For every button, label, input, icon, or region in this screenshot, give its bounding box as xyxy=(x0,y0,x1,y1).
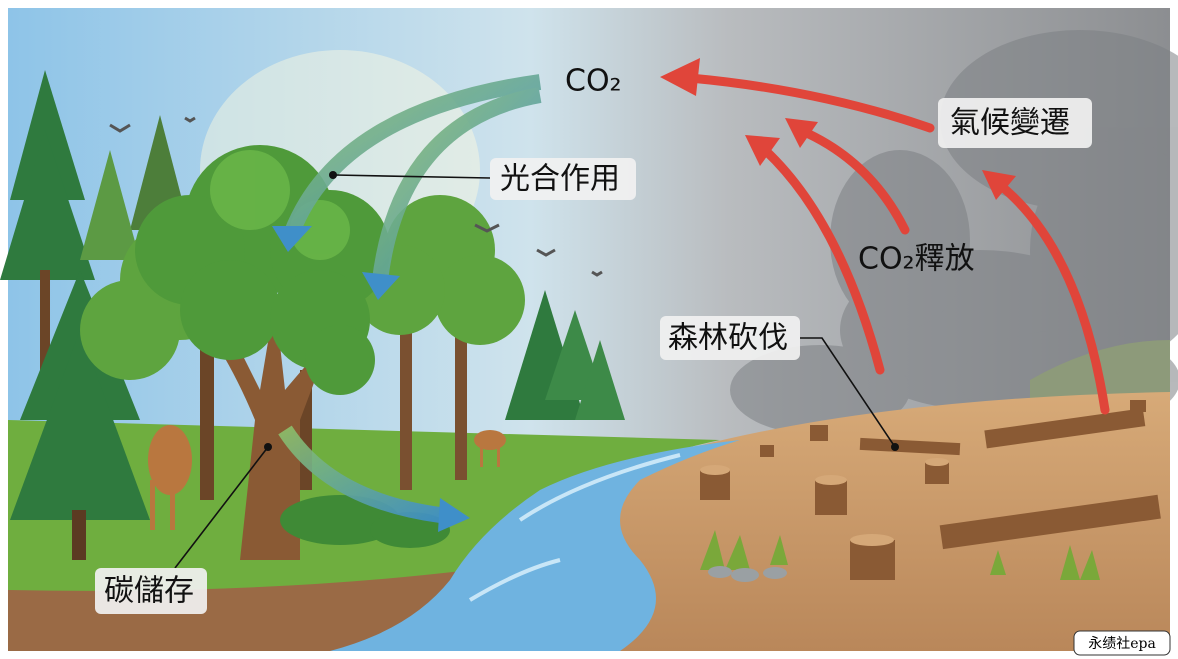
broadleaf-trees-part-part xyxy=(435,255,525,345)
broadleaf-trees-part-part xyxy=(180,260,280,360)
leader-lines-part xyxy=(264,443,272,451)
watermark: 永绩社epa xyxy=(1088,636,1156,652)
co2-label: CO₂ xyxy=(565,64,622,99)
deer-part xyxy=(150,480,155,530)
broadleaf-trees-part xyxy=(200,350,214,500)
stumps-and-logs-part xyxy=(760,445,774,457)
stumps-and-logs-part xyxy=(850,540,895,580)
co2-release-label: CO₂釋放 xyxy=(858,242,975,277)
broadleaf-trees-part xyxy=(400,330,412,490)
page: {"labels": {"co2": "CO₂", "photosynthesi… xyxy=(0,0,1178,659)
climate-change-label: 氣候變遷 xyxy=(950,106,1070,141)
broadleaf-trees-part xyxy=(455,330,467,480)
pine-trees-part xyxy=(72,510,86,560)
deer-part xyxy=(480,445,483,467)
stumps-and-logs-part-part xyxy=(731,568,759,582)
deer-part xyxy=(474,430,506,450)
leader-lines-part xyxy=(891,443,899,451)
deer-part xyxy=(497,445,500,467)
photosynthesis-label: 光合作用 xyxy=(500,162,620,197)
deforestation-label: 森林砍伐 xyxy=(668,321,788,356)
stumps-and-logs-part xyxy=(815,475,847,485)
stumps-and-logs-part-part xyxy=(708,566,732,578)
leader-lines-part xyxy=(329,171,337,179)
carbon-storage-label: 碳儲存 xyxy=(104,574,194,609)
smoke-part xyxy=(830,150,970,330)
stumps-and-logs-part-part xyxy=(763,567,787,579)
broadleaf-trees-part-part xyxy=(305,325,375,395)
stumps-and-logs-part xyxy=(815,480,847,515)
deer-part xyxy=(170,480,175,530)
stumps-and-logs-part xyxy=(700,465,730,475)
stumps-and-logs-part xyxy=(850,534,894,546)
illustration: CO₂ 光合作用 氣候變遷 CO₂釋放 森林砍伐 碳儲存 永绩社epa xyxy=(0,0,1178,659)
stumps-and-logs-part xyxy=(925,458,949,466)
broadleaf-trees-part-part xyxy=(210,150,290,230)
stumps-and-logs-part xyxy=(810,425,828,441)
